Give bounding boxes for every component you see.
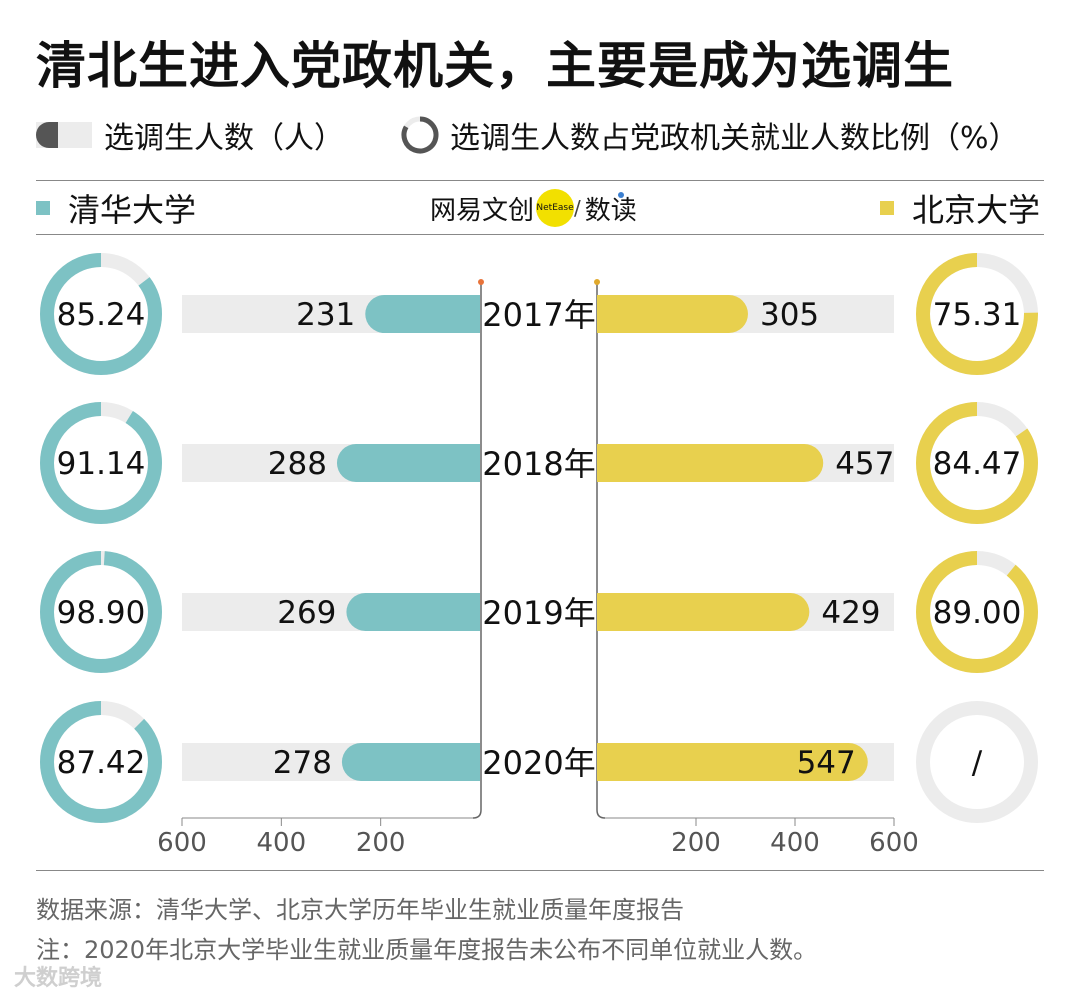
ring-legend-swatch <box>401 116 439 154</box>
right-tick-label: 400 <box>770 828 820 858</box>
left-axis-corner <box>472 809 482 819</box>
brand-section: 数读 <box>584 195 637 226</box>
header-rule-top <box>36 180 1044 181</box>
footnote-note: 注：2020年北京大学毕业生就业质量年度报告未公布不同单位就业人数。 <box>36 936 818 964</box>
pku-value-label: 457 <box>835 446 894 482</box>
tsinghua-value-label: 231 <box>296 297 355 333</box>
footnote-source: 数据来源：清华大学、北京大学历年毕业生就业质量年度报告 <box>36 896 684 924</box>
right-tick-label: 600 <box>869 828 919 858</box>
pku-bar <box>597 593 810 631</box>
tsinghua-ratio-ring-arc <box>40 253 162 375</box>
pku-value-label: 429 <box>821 595 880 631</box>
footer-rule <box>36 870 1044 871</box>
tsinghua-value-label: 278 <box>273 745 332 781</box>
brand-logo: 网易文创 NetEase / 数读 <box>430 186 637 230</box>
legend-ring: 选调生人数占党政机关就业人数比例（%） <box>398 112 1019 158</box>
bar-legend-swatch <box>36 122 92 148</box>
pku-value-label: 547 <box>797 745 856 781</box>
tsinghua-ratio-ring-label: 85.24 <box>57 297 146 333</box>
pku-ratio-ring-arc <box>916 551 1038 673</box>
tsinghua-value-label: 269 <box>277 595 336 631</box>
pku-ratio-ring-track <box>916 701 1038 823</box>
tsinghua-bar <box>336 444 480 482</box>
right-tick-label: 200 <box>671 828 721 858</box>
pku-value-label: 305 <box>760 297 819 333</box>
watermark: 大数跨境 <box>14 966 103 991</box>
year-label: 2017年 <box>482 296 595 334</box>
left-axis-cap <box>478 279 484 285</box>
tsinghua-value-label: 288 <box>268 446 327 482</box>
tsinghua-ratio-ring-label: 98.90 <box>57 595 146 631</box>
brand-mark-dot <box>618 192 624 198</box>
tsinghua-swatch <box>36 201 50 215</box>
pku-ratio-ring-arc <box>916 402 1038 524</box>
left-tick-label: 200 <box>356 828 406 858</box>
year-label: 2020年 <box>482 744 595 782</box>
right-axis-corner <box>596 809 606 819</box>
brand-name: 网易文创 <box>430 195 535 226</box>
pku-ratio-ring-label: / <box>972 745 983 781</box>
year-label: 2019年 <box>482 594 595 632</box>
pku-swatch <box>880 201 894 215</box>
brand-dot: NetEase <box>536 189 575 227</box>
pku-bar <box>597 743 868 781</box>
right-axis-cap <box>594 279 600 285</box>
tsinghua-ratio-ring-arc <box>40 402 162 524</box>
year-label: 2018年 <box>482 445 595 483</box>
tsinghua-ratio-ring-arc <box>40 701 162 823</box>
pku-ratio-ring-arc <box>916 253 1038 375</box>
page-title: 清北生进入党政机关，主要是成为选调生 <box>36 37 954 95</box>
tsinghua-ratio-ring-label: 87.42 <box>57 745 146 781</box>
brand-slash: / <box>574 196 581 220</box>
tsinghua-bar <box>346 593 480 631</box>
legend-bar: 选调生人数（人） <box>36 112 344 158</box>
tsinghua-bar <box>341 743 480 781</box>
tsinghua-ratio-ring-label: 91.14 <box>57 446 146 482</box>
left-tick-label: 600 <box>157 828 207 858</box>
tsinghua-bar <box>365 295 480 333</box>
tsinghua-ratio-ring-arc <box>40 551 162 673</box>
pku-label: 北京大学 <box>880 184 1040 232</box>
pku-bar <box>597 444 824 482</box>
bar-legend-label: 选调生人数（人） <box>104 121 344 156</box>
left-tick-label: 400 <box>257 828 307 858</box>
tsinghua-label: 清华大学 <box>36 184 196 232</box>
pku-ratio-ring-label: 89.00 <box>933 595 1022 631</box>
header-rule-bottom <box>36 234 1044 235</box>
ring-legend-label: 选调生人数占党政机关就业人数比例（%） <box>450 121 1019 156</box>
pku-ratio-ring-label: 75.31 <box>933 297 1022 333</box>
pku-bar <box>597 295 748 333</box>
pku-ratio-ring-label: 84.47 <box>933 446 1022 482</box>
